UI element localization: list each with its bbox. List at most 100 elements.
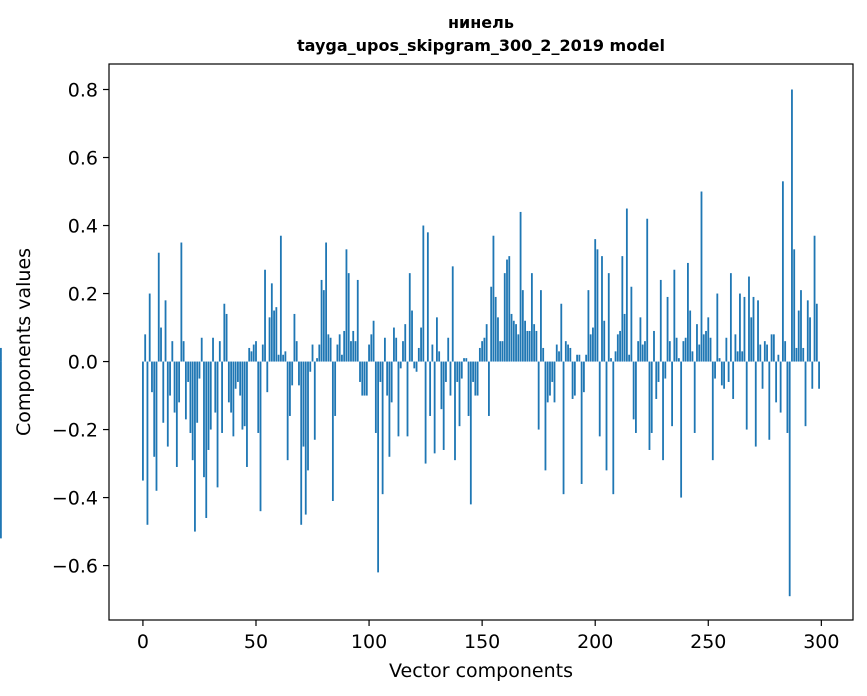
bar (192, 362, 194, 461)
bar (149, 294, 151, 362)
x-axis-ticks: 0 50 100 150 200 250 300 (137, 620, 840, 653)
bar (477, 362, 479, 396)
bar (289, 362, 291, 416)
bar (542, 348, 544, 362)
bar (624, 314, 626, 362)
bar (450, 362, 452, 396)
bar (735, 334, 737, 361)
bar (486, 324, 488, 361)
bar (330, 338, 332, 362)
bar (257, 362, 259, 433)
bar (158, 253, 160, 362)
bar (334, 362, 336, 416)
bar (667, 297, 669, 362)
bar (771, 334, 773, 361)
bar (703, 334, 705, 361)
bar (228, 362, 230, 403)
bar (814, 236, 816, 362)
bar (239, 362, 241, 396)
bar (348, 273, 350, 361)
bar (411, 311, 413, 362)
x-tick-label: 100 (351, 631, 387, 653)
bar (264, 270, 266, 362)
bar (798, 311, 800, 362)
bar (585, 355, 587, 362)
bar (687, 263, 689, 362)
bar (273, 311, 275, 362)
bar (725, 338, 727, 362)
x-tick-label: 50 (244, 631, 268, 653)
bar (495, 297, 497, 362)
bar (730, 273, 732, 361)
bar (653, 331, 655, 362)
bar (422, 226, 424, 362)
bar (791, 90, 793, 362)
bar (269, 317, 271, 361)
bar (341, 355, 343, 362)
bar (664, 362, 666, 379)
bar (540, 290, 542, 361)
bar (282, 355, 284, 362)
bar (529, 331, 531, 362)
bar (809, 317, 811, 361)
x-tick-label: 250 (690, 631, 726, 653)
bar (416, 362, 418, 372)
bar (662, 362, 664, 461)
bar (515, 324, 517, 361)
bar (144, 334, 146, 361)
bar (757, 300, 759, 361)
bar (352, 331, 354, 362)
bar (588, 290, 590, 361)
bar (793, 249, 795, 361)
bar (563, 362, 565, 495)
bar (284, 351, 286, 361)
bar (251, 351, 253, 361)
bar (309, 362, 311, 372)
bar (599, 362, 601, 437)
bar (701, 192, 703, 362)
bar (601, 256, 603, 361)
x-tick-label: 0 (137, 631, 149, 653)
bar (452, 266, 454, 361)
bar (707, 317, 709, 361)
bar (524, 321, 526, 362)
bar (253, 345, 255, 362)
bar (429, 362, 431, 416)
bar (389, 362, 391, 457)
bar (280, 236, 282, 362)
bar (728, 362, 730, 382)
bar (151, 362, 153, 393)
bar (777, 355, 779, 362)
bar (205, 362, 207, 518)
bar (759, 345, 761, 362)
bar (567, 345, 569, 362)
bar (298, 362, 300, 386)
bar (165, 300, 167, 361)
bar (291, 362, 293, 386)
bar (246, 362, 248, 467)
bar (547, 362, 549, 403)
bar (294, 314, 296, 362)
bar (174, 362, 176, 413)
bar (275, 307, 277, 361)
bar (162, 362, 164, 423)
bar (287, 362, 289, 461)
bar (658, 362, 660, 382)
bar (526, 331, 528, 362)
bar (260, 362, 262, 512)
bar (454, 362, 456, 461)
bar (581, 362, 583, 484)
bar (784, 341, 786, 361)
bar (504, 273, 506, 361)
bar (633, 362, 635, 420)
bar (621, 256, 623, 361)
bar (375, 362, 377, 433)
y-tick-label: 0.8 (68, 80, 98, 102)
bar (782, 181, 784, 361)
bar (805, 362, 807, 427)
bar (610, 358, 612, 361)
bar (393, 328, 395, 362)
bar (142, 362, 144, 481)
bar (0, 362, 2, 539)
bar (531, 273, 533, 361)
